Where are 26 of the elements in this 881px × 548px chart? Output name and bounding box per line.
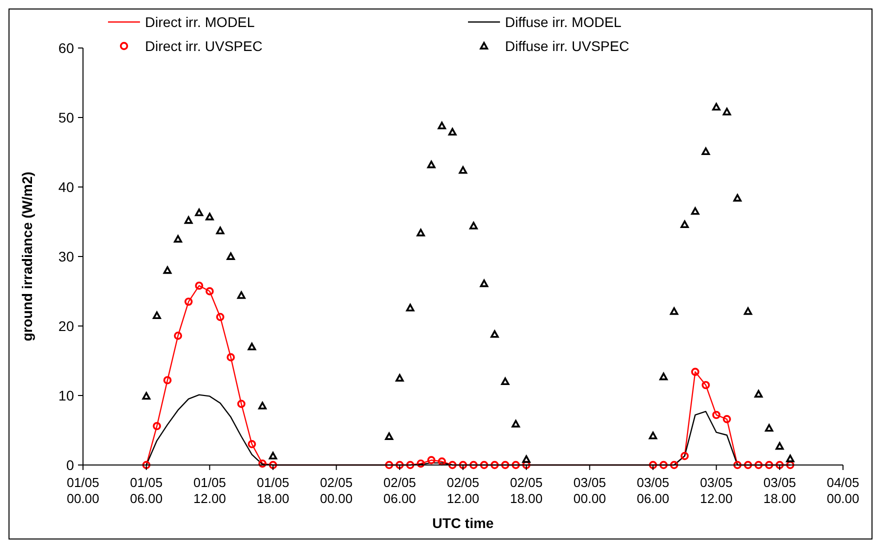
y-tick-label: 30 — [58, 248, 74, 264]
x-tick-label: 02/05 00.00 — [320, 475, 353, 506]
x-axis-title: UTC time — [432, 515, 494, 531]
x-tick-label: 02/05 06.00 — [383, 475, 416, 506]
y-tick-label: 50 — [58, 110, 74, 126]
x-tick-label: 03/05 12.00 — [700, 475, 733, 506]
legend-label: Direct irr. MODEL — [145, 14, 255, 30]
y-tick-label: 20 — [58, 318, 74, 334]
x-tick-label: 01/05 12.00 — [193, 475, 226, 506]
x-tick-label: 04/05 00.00 — [826, 475, 860, 506]
y-tick-label: 40 — [58, 179, 74, 195]
y-axis-title: ground irradiance (W/m2) — [19, 172, 35, 342]
x-tick-label: 02/05 18.00 — [510, 475, 543, 506]
legend-label: Diffuse irr. UVSPEC — [505, 38, 630, 54]
legend-label: Direct irr. UVSPEC — [145, 38, 262, 54]
y-tick-label: 60 — [58, 40, 74, 56]
legend-label: Diffuse irr. MODEL — [505, 14, 622, 30]
y-tick-label: 0 — [66, 457, 74, 473]
x-tick-label: 03/05 06.00 — [636, 475, 670, 506]
x-tick-label: 03/05 18.00 — [763, 475, 796, 506]
x-tick-label: 01/05 06.00 — [130, 475, 163, 506]
x-tick-label: 01/05 00.00 — [66, 475, 100, 506]
y-tick-label: 10 — [58, 388, 74, 404]
x-tick-label: 01/05 18.00 — [256, 475, 290, 506]
x-tick-label: 03/05 00.00 — [573, 475, 606, 506]
x-tick-label: 02/05 12.00 — [446, 475, 480, 506]
